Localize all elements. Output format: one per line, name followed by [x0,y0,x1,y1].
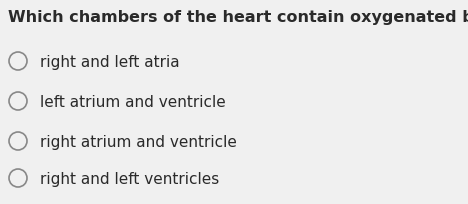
Text: right and left atria: right and left atria [40,55,180,70]
Text: Which chambers of the heart contain oxygenated blood?: Which chambers of the heart contain oxyg… [8,10,468,25]
Text: left atrium and ventricle: left atrium and ventricle [40,94,226,110]
Text: right and left ventricles: right and left ventricles [40,171,219,186]
Text: right atrium and ventricle: right atrium and ventricle [40,134,237,149]
